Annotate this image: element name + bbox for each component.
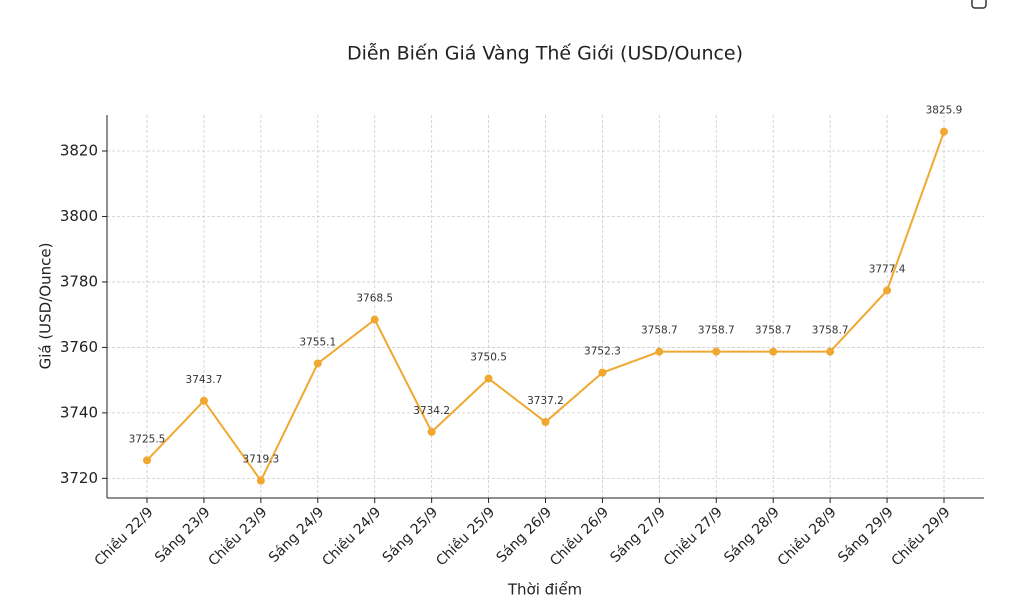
point <box>143 456 151 465</box>
x-axis-label: Thời điểm <box>507 581 582 599</box>
x-tick-label: Chiều 27/9 <box>660 504 726 570</box>
data-label: 3758.7 <box>812 325 849 337</box>
point <box>370 315 379 324</box>
point <box>427 427 436 436</box>
x-tick-label: Sáng 23/9 <box>152 504 214 566</box>
point <box>484 374 493 383</box>
y-tick-label: 3760 <box>60 338 98 356</box>
x-tick-label: Chiều 28/9 <box>774 504 840 570</box>
point <box>826 347 835 356</box>
data-label: 3768.5 <box>356 293 393 305</box>
data-label: 3719.3 <box>242 454 279 466</box>
y-axis-label: Giá (USD/Ounce) <box>37 243 55 370</box>
data-label: 3825.9 <box>926 105 963 117</box>
x-tick-label: Chiều 24/9 <box>319 504 385 570</box>
point <box>313 359 322 368</box>
x-tick-label: Sáng 24/9 <box>266 504 328 566</box>
x-tick-label: Sáng 26/9 <box>494 504 556 566</box>
data-label: 3758.7 <box>641 325 678 337</box>
x-tick-label: Chiều 25/9 <box>433 504 499 570</box>
data-label: 3734.2 <box>413 405 450 417</box>
y-tick-label: 3820 <box>60 142 98 160</box>
data-label: 3758.7 <box>698 325 735 337</box>
point <box>541 418 550 427</box>
x-tick-label: Chiều 22/9 <box>91 504 157 570</box>
point <box>940 127 948 136</box>
x-tick-label: Sáng 29/9 <box>835 504 897 566</box>
y-tick-label: 3780 <box>60 272 98 290</box>
icon <box>971 0 987 9</box>
x-tick-label: Sáng 27/9 <box>607 504 669 566</box>
x-tick-label: Chiều 29/9 <box>888 504 954 570</box>
x-tick-label: Chiều 23/9 <box>205 504 271 570</box>
y-tick-label: 3800 <box>60 207 98 225</box>
x-tick-label: Sáng 25/9 <box>380 504 442 566</box>
y-tick-label: 3720 <box>60 469 98 487</box>
point <box>655 347 664 356</box>
point <box>769 347 778 356</box>
data-label: 3737.2 <box>527 395 564 407</box>
data-label: 3750.5 <box>470 352 507 364</box>
point <box>199 396 208 405</box>
point <box>883 286 892 295</box>
point <box>256 476 265 485</box>
data-label: 3725.5 <box>129 433 166 445</box>
data-label: 3777.4 <box>869 263 906 275</box>
data-label: 3758.7 <box>755 325 792 337</box>
point <box>598 368 607 377</box>
x-tick-label: Chiều 26/9 <box>546 504 612 570</box>
data-label: 3755.1 <box>299 336 336 348</box>
y-tick-label: 3740 <box>60 403 98 421</box>
data-label: 3743.7 <box>186 374 223 386</box>
data-label: 3752.3 <box>584 346 621 358</box>
x-tick-label: Sáng 28/9 <box>721 504 783 566</box>
point <box>712 347 721 356</box>
chart-title: Diễn Biến Giá Vàng Thế Giới (USD/Ounce) <box>347 42 743 65</box>
